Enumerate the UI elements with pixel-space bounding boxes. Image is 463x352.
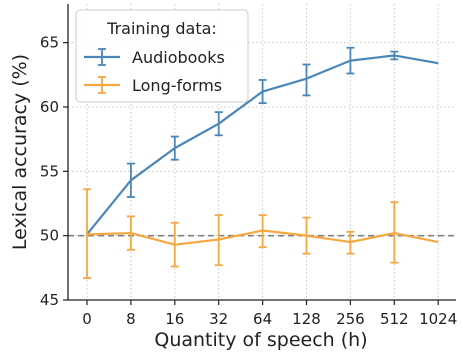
x-ticks: 0 8 16 32 64 128 256 512 1024 [82,300,457,328]
legend-title: Training data: [106,19,217,38]
series-line [86,54,439,236]
x-tick-label: 64 [253,310,272,328]
x-tick-label: 16 [165,310,184,328]
legend-label: Audiobooks [132,48,225,67]
y-tick-label: 65 [40,34,59,52]
legend-box [75,9,249,103]
x-tick-label: 512 [380,310,409,328]
y-tick-label: 60 [40,98,59,116]
y-tick-label: 50 [40,227,59,245]
x-tick-label: 8 [126,310,136,328]
series-audiobooks [86,46,439,236]
x-tick-label: 0 [82,310,92,328]
legend-label: Long-forms [132,76,222,95]
legend-item-audiobooks: Audiobooks [84,48,225,67]
x-tick-label: 128 [292,310,321,328]
x-tick-label: 32 [209,310,228,328]
series-layer [83,46,439,280]
series-long-forms [83,188,439,280]
legend: Training data: Audiobooks Long-forms [75,9,249,103]
y-ticks: 45 50 55 60 65 [40,34,68,309]
y-tick-label: 55 [40,162,59,180]
y-axis-title: Lexical accuracy (%) [9,54,31,250]
series-line [86,229,439,246]
legend-item-long-forms: Long-forms [84,76,222,95]
x-axis-title: Quantity of speech (h) [154,329,367,351]
x-tick-label: 1024 [419,310,457,328]
legend-items: Audiobooks Long-forms [84,48,225,95]
y-tick-label: 45 [40,291,59,309]
x-tick-label: 256 [336,310,365,328]
error-bar [302,63,311,97]
